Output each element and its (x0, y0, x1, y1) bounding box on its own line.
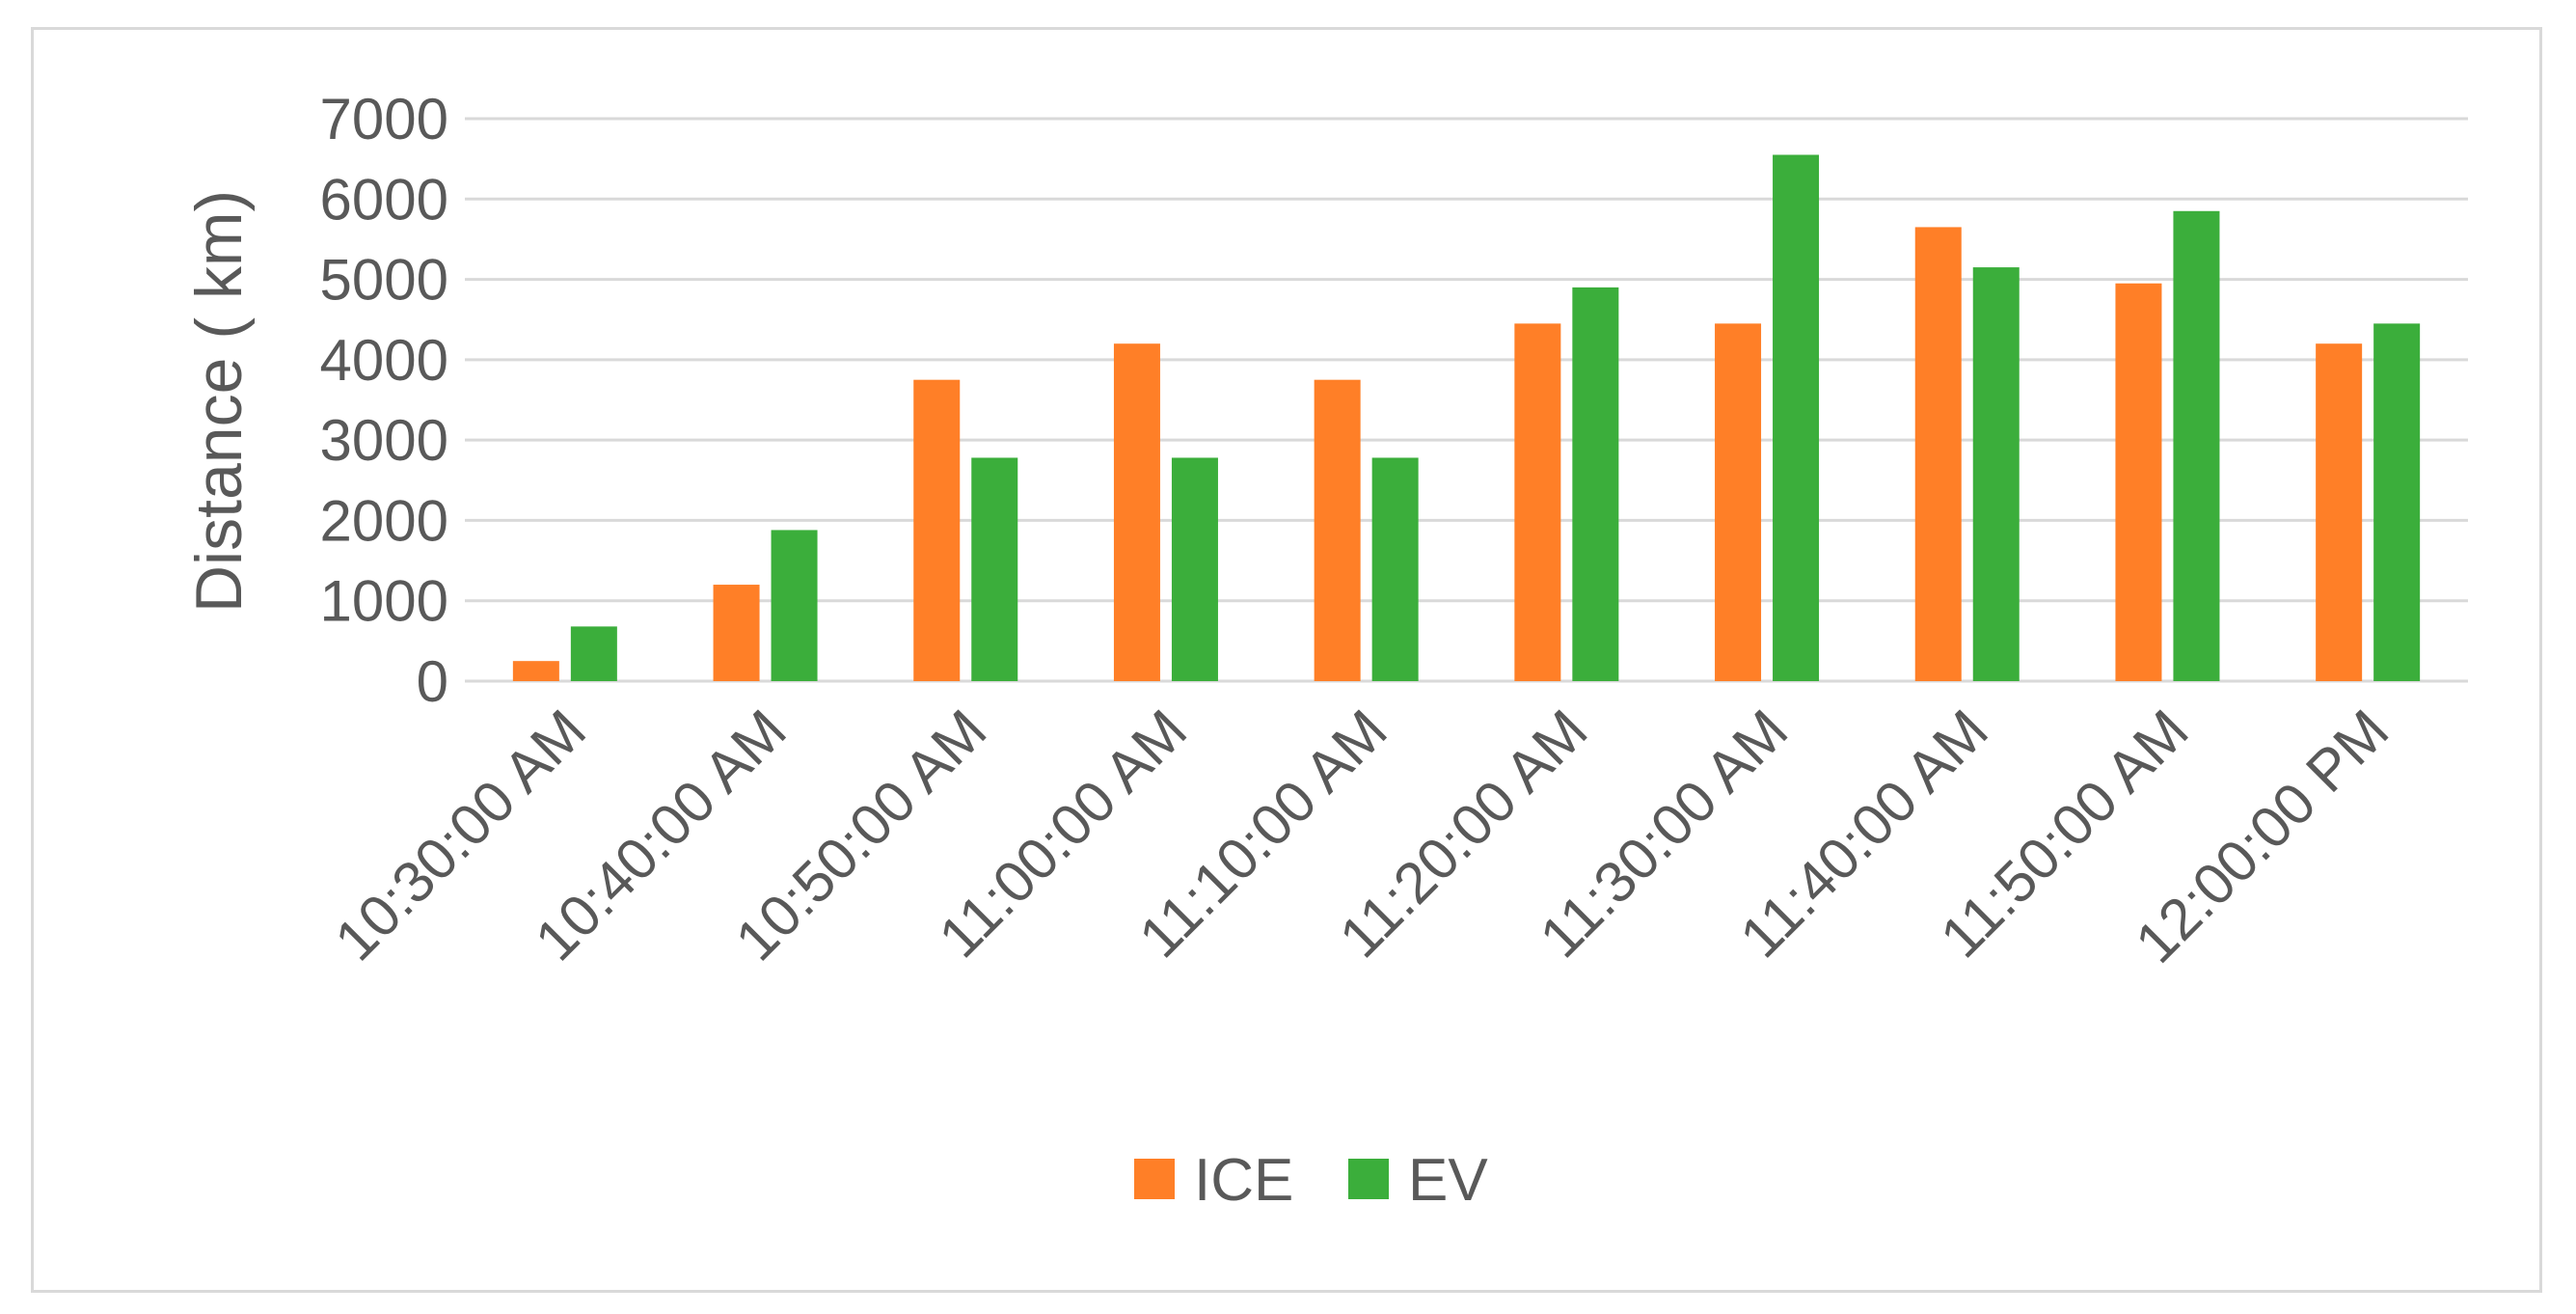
bar-ev (971, 457, 1018, 681)
bar-ice (913, 379, 961, 681)
legend-swatch-ev (1348, 1159, 1389, 1199)
gridlines (465, 117, 2468, 683)
y-axis-ticks: 0 1000 2000 3000 4000 5000 6000 7000 (320, 87, 448, 714)
bar-ev (771, 530, 818, 681)
bar-ev (1773, 154, 1820, 681)
bar-ice (1715, 323, 1762, 681)
y-tick-label: 2000 (320, 488, 448, 553)
bar-ev (570, 626, 617, 681)
y-tick-label: 5000 (320, 248, 448, 313)
bar-ice (2316, 343, 2363, 681)
bar-ev (2173, 210, 2220, 681)
y-tick-label: 7000 (320, 87, 448, 151)
bar-ice (1514, 323, 1561, 681)
legend-label-ice: ICE (1194, 1147, 1293, 1214)
bar-chart: 0 1000 2000 3000 4000 5000 6000 7000 10:30:00 A… (182, 87, 2468, 1214)
legend-swatch-ice (1134, 1159, 1175, 1199)
bar-ev (1171, 457, 1218, 681)
bar-ice (512, 661, 559, 681)
y-tick-label: 4000 (320, 328, 448, 393)
chart-frame: 0 1000 2000 3000 4000 5000 6000 7000 10:30:00 A… (31, 27, 2542, 1293)
bar-ice (1113, 343, 1160, 681)
legend: ICE EV (1134, 1147, 1488, 1214)
bar-ev (1371, 457, 1419, 681)
y-tick-label: 3000 (320, 408, 448, 473)
y-tick-label: 1000 (320, 569, 448, 634)
bar-ev (2373, 323, 2421, 681)
bar-ev (1972, 267, 2020, 681)
bar-ice (713, 585, 760, 681)
y-axis-title: Distance ( km) (182, 190, 256, 613)
bars (512, 154, 2421, 681)
y-tick-label: 0 (417, 649, 448, 714)
legend-label-ev: EV (1408, 1147, 1488, 1214)
bar-ev (1572, 287, 1619, 681)
y-tick-label: 6000 (320, 167, 448, 232)
bar-ice (1914, 227, 1962, 681)
bar-ice (2115, 283, 2162, 681)
bar-ice (1314, 379, 1361, 681)
